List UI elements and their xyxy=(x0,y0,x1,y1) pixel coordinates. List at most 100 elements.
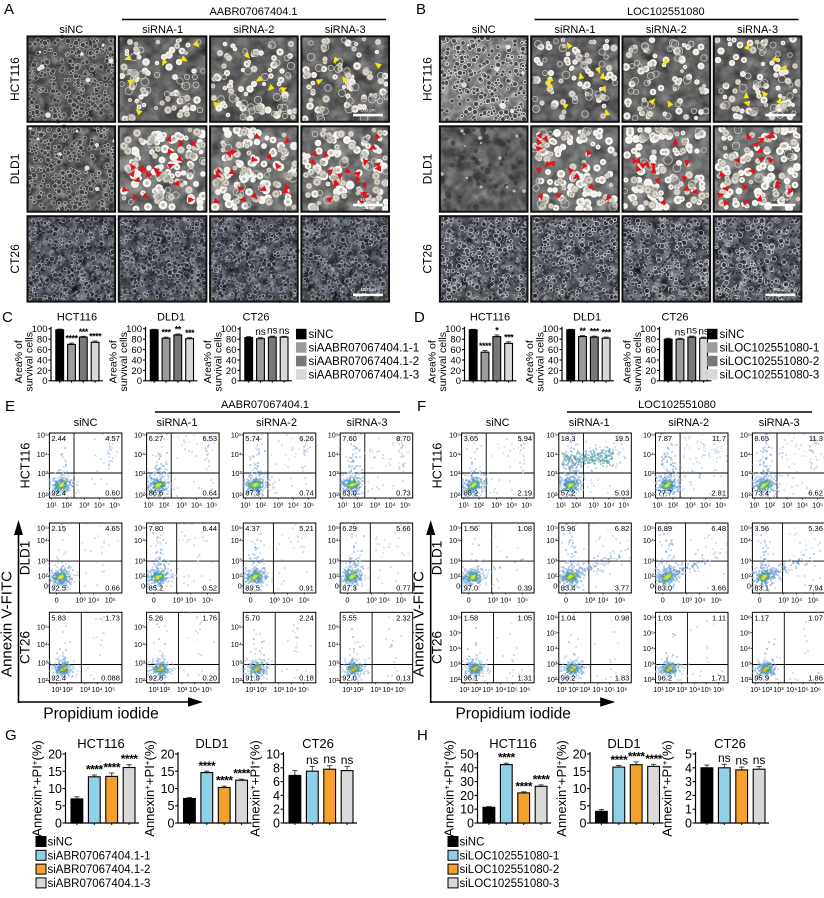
svg-text:siNC: siNC xyxy=(309,329,334,341)
svg-text:10³: 10³ xyxy=(685,500,696,509)
svg-text:survival cells: survival cells xyxy=(118,332,130,392)
svg-text:siRNA-2: siRNA-2 xyxy=(256,417,297,429)
svg-text:0: 0 xyxy=(44,582,48,591)
svg-text:5.83: 5.83 xyxy=(51,613,66,622)
svg-text:10²: 10² xyxy=(231,490,242,499)
svg-text:0.52: 0.52 xyxy=(202,584,217,593)
svg-text:10⁵: 10⁵ xyxy=(619,500,630,509)
svg-text:80: 80 xyxy=(37,335,48,346)
svg-text:10²: 10² xyxy=(547,490,558,499)
svg-text:10²: 10² xyxy=(450,490,461,499)
svg-text:10⁴: 10⁴ xyxy=(88,595,99,604)
svg-text:20: 20 xyxy=(37,366,48,377)
svg-text:10³: 10³ xyxy=(450,659,461,668)
svg-text:2.24: 2.24 xyxy=(299,613,314,622)
svg-text:10⁶: 10⁶ xyxy=(449,613,460,622)
svg-text:10²: 10² xyxy=(160,685,171,694)
svg-text:0: 0 xyxy=(661,595,665,604)
svg-text:0: 0 xyxy=(238,582,242,591)
svg-text:siRNA-3: siRNA-3 xyxy=(737,24,778,36)
svg-text:10⁵: 10⁵ xyxy=(517,595,528,604)
svg-text:10³: 10³ xyxy=(38,469,49,478)
svg-text:10¹: 10¹ xyxy=(46,500,57,509)
svg-text:DLD1: DLD1 xyxy=(157,312,185,324)
svg-text:10⁵: 10⁵ xyxy=(37,523,48,532)
svg-text:10⁴: 10⁴ xyxy=(383,685,394,694)
svg-text:10¹: 10¹ xyxy=(337,500,348,509)
svg-text:7.94: 7.94 xyxy=(808,584,823,593)
svg-text:F: F xyxy=(417,398,426,415)
svg-text:siAABR07067404.1-3: siAABR07067404.1-3 xyxy=(309,370,420,382)
svg-text:0.66: 0.66 xyxy=(105,584,120,593)
svg-text:10⁵: 10⁵ xyxy=(231,431,242,440)
svg-text:10²: 10² xyxy=(231,676,242,685)
svg-text:10³: 10³ xyxy=(328,469,339,478)
svg-text:1.05: 1.05 xyxy=(517,613,532,622)
svg-text:DLD1: DLD1 xyxy=(430,541,445,576)
svg-text:6.26: 6.26 xyxy=(299,434,314,443)
svg-text:10²: 10² xyxy=(135,490,146,499)
svg-text:0: 0 xyxy=(758,595,762,604)
svg-text:10⁴: 10⁴ xyxy=(134,640,145,649)
svg-text:siLOC102551080-3: siLOC102551080-3 xyxy=(720,370,820,382)
svg-text:40: 40 xyxy=(37,355,48,366)
svg-text:10²: 10² xyxy=(159,500,170,509)
svg-text:10⁴: 10⁴ xyxy=(94,500,105,509)
svg-text:40: 40 xyxy=(645,355,656,366)
svg-text:0.64: 0.64 xyxy=(202,489,217,498)
svg-text:10³: 10³ xyxy=(483,685,494,694)
svg-text:0: 0 xyxy=(137,376,142,387)
svg-text:10²: 10² xyxy=(644,572,655,581)
svg-text:10²: 10² xyxy=(450,572,461,581)
svg-text:siAABR07067404.1-1: siAABR07067404.1-1 xyxy=(309,343,420,355)
svg-text:ns: ns xyxy=(267,326,278,337)
svg-text:**: ** xyxy=(579,326,586,336)
svg-text:10⁴: 10⁴ xyxy=(328,536,339,545)
svg-text:siNC: siNC xyxy=(59,24,83,36)
svg-text:0: 0 xyxy=(152,595,156,604)
svg-text:0: 0 xyxy=(249,595,253,604)
svg-text:86.6: 86.6 xyxy=(149,489,164,498)
svg-text:10⁴: 10⁴ xyxy=(282,595,293,604)
svg-text:10³: 10³ xyxy=(491,500,502,509)
svg-text:6.27: 6.27 xyxy=(149,434,164,443)
svg-text:19.5: 19.5 xyxy=(615,434,630,443)
svg-text:10⁴: 10⁴ xyxy=(379,595,390,604)
svg-text:10²: 10² xyxy=(668,500,679,509)
svg-text:92.0: 92.0 xyxy=(342,673,357,682)
svg-text:10²: 10² xyxy=(474,500,485,509)
svg-text:5.55: 5.55 xyxy=(342,613,357,622)
svg-text:survival cells: survival cells xyxy=(437,332,449,392)
svg-text:10¹: 10¹ xyxy=(51,685,62,694)
svg-text:10¹: 10¹ xyxy=(459,500,470,509)
svg-text:10²: 10² xyxy=(353,685,364,694)
svg-text:10⁵: 10⁵ xyxy=(521,500,532,509)
svg-text:1.83: 1.83 xyxy=(615,673,630,682)
svg-text:10⁴: 10⁴ xyxy=(740,536,751,545)
svg-text:10¹: 10¹ xyxy=(653,500,664,509)
svg-text:80: 80 xyxy=(226,335,237,346)
svg-text:siNC: siNC xyxy=(720,329,745,341)
svg-text:E: E xyxy=(5,398,15,415)
svg-text:10²: 10² xyxy=(62,685,73,694)
svg-text:0.73: 0.73 xyxy=(396,489,411,498)
svg-text:10³: 10³ xyxy=(682,595,693,604)
svg-text:0.18: 0.18 xyxy=(299,673,314,682)
svg-text:10⁴: 10⁴ xyxy=(231,536,242,545)
svg-text:10³: 10³ xyxy=(38,556,49,565)
svg-text:10³: 10³ xyxy=(644,556,655,565)
svg-text:10⁴: 10⁴ xyxy=(185,595,196,604)
svg-text:60: 60 xyxy=(226,345,237,356)
svg-text:10⁶: 10⁶ xyxy=(546,613,557,622)
svg-text:***: *** xyxy=(185,328,195,338)
svg-text:83.1: 83.1 xyxy=(754,584,769,593)
svg-text:100 μm: 100 μm xyxy=(360,197,375,202)
svg-text:1.58: 1.58 xyxy=(464,613,479,622)
svg-text:10³: 10³ xyxy=(269,595,280,604)
svg-text:10⁴: 10⁴ xyxy=(449,450,460,459)
svg-text:10⁴: 10⁴ xyxy=(328,640,339,649)
svg-text:1.08: 1.08 xyxy=(517,524,532,533)
svg-text:10⁴: 10⁴ xyxy=(643,450,654,459)
svg-text:CT26: CT26 xyxy=(243,312,270,324)
svg-text:7.87: 7.87 xyxy=(658,434,673,443)
